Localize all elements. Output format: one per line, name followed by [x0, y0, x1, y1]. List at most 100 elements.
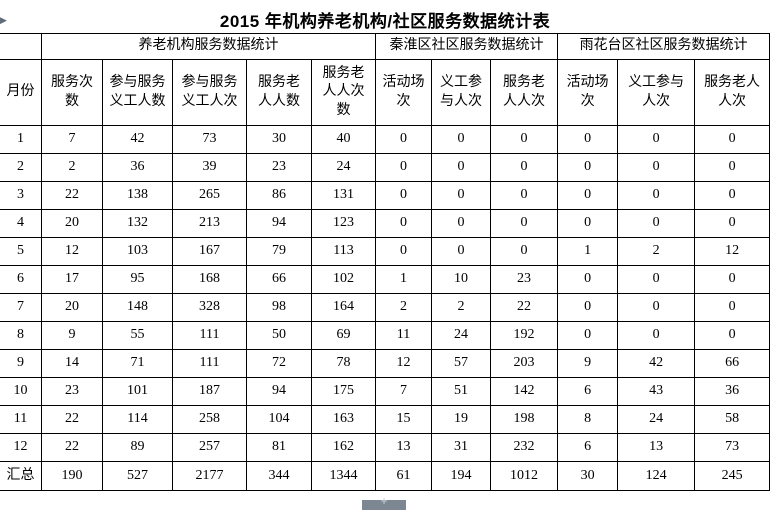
table-cell: 0: [694, 153, 770, 182]
table-row: 4 20 132 213 94 123 0 0 0 0 0 0: [0, 209, 770, 238]
table-cell: 0: [694, 125, 770, 154]
table-cell: 39: [172, 153, 247, 182]
table-row: 9 14 71 111 72 78 12 57 203 9 42 66: [0, 349, 770, 378]
table-cell: 213: [172, 209, 247, 238]
table-cell: 0: [490, 209, 559, 238]
table-cell: 12: [0, 433, 42, 462]
table-cell: 7: [375, 377, 433, 406]
table-cell: 1: [375, 265, 433, 294]
column-header-row: 月份 服务次数 参与服务义工人数 参与服务义工人次 服务老人人数 服务老人人次数…: [0, 59, 770, 126]
table-cell: 232: [490, 433, 559, 462]
column-header: 服务老人人数: [246, 59, 312, 126]
table-cell: 0: [431, 237, 492, 266]
table-cell: 73: [694, 433, 770, 462]
table-cell: 190: [41, 461, 103, 491]
table-cell: 0: [694, 181, 770, 210]
table-cell: 6: [0, 265, 42, 294]
table-cell: 98: [246, 293, 312, 322]
table-cell: 9: [41, 321, 103, 350]
table-cell: 0: [617, 209, 696, 238]
group-header-yuhuatai: 雨花台区社区服务数据统计: [557, 33, 770, 60]
table-cell: 11: [0, 405, 42, 434]
table-cell: 0: [617, 265, 696, 294]
table-cell: 19: [431, 405, 492, 434]
table-cell: 124: [617, 461, 696, 491]
table-cell: 198: [490, 405, 559, 434]
table-row: 10 23 101 187 94 175 7 51 142 6 43 36: [0, 377, 770, 406]
table-cell: 0: [557, 321, 619, 350]
table-cell: 162: [310, 433, 377, 462]
table-cell: 12: [41, 237, 103, 266]
table-cell: 0: [490, 153, 559, 182]
column-header: 参与服务义工人数: [102, 59, 173, 126]
table-cell: 0: [557, 265, 619, 294]
table-cell: 0: [617, 125, 696, 154]
table-cell: 23: [41, 377, 103, 406]
table-cell: 0: [375, 181, 433, 210]
table-cell: 66: [246, 265, 312, 294]
table-cell: 0: [694, 209, 770, 238]
table-row: 11 22 114 258 104 163 15 19 198 8 24 58: [0, 405, 770, 434]
scroll-handle[interactable]: +: [362, 498, 406, 510]
table-cell: 192: [490, 321, 559, 350]
table-cell: 9: [0, 349, 42, 378]
table-cell: 2: [41, 153, 103, 182]
table-cell: 15: [375, 405, 433, 434]
table-row: 8 9 55 111 50 69 11 24 192 0 0 0: [0, 321, 770, 350]
table-cell: 0: [375, 125, 433, 154]
table-cell: 8: [557, 405, 619, 434]
table-cell: 6: [557, 377, 619, 406]
table-cell: 24: [431, 321, 492, 350]
table-cell: 1012: [490, 461, 559, 491]
table-row: 1 7 42 73 30 40 0 0 0 0 0 0: [0, 125, 770, 154]
column-header: 义工参与人次: [617, 59, 696, 126]
total-row: 汇总 190 527 2177 344 1344 61 194 1012 30 124 245: [0, 461, 770, 491]
corner-cell: [0, 33, 42, 60]
table-cell: 0: [557, 293, 619, 322]
table-cell: 0: [694, 321, 770, 350]
column-header: 服务次数: [41, 59, 103, 126]
table-cell: 57: [431, 349, 492, 378]
table-cell: 187: [172, 377, 247, 406]
table-cell: 111: [172, 321, 247, 350]
table-row: 5 12 103 167 79 113 0 0 0 1 2 12: [0, 237, 770, 266]
table-cell: 175: [310, 377, 377, 406]
cursor-arrow-icon: ▶: [0, 16, 7, 26]
table-cell: 23: [490, 265, 559, 294]
table-cell: 13: [375, 433, 433, 462]
table-cell: 3: [0, 181, 42, 210]
table-cell: 58: [694, 405, 770, 434]
table-cell: 31: [431, 433, 492, 462]
table-cell: 89: [102, 433, 173, 462]
table-cell: 78: [310, 349, 377, 378]
table-cell: 344: [246, 461, 312, 491]
table-cell: 0: [431, 125, 492, 154]
table-cell: 71: [102, 349, 173, 378]
table-cell: 2: [617, 237, 696, 266]
column-header: 服务老人人次: [694, 59, 770, 126]
table-cell: 7: [41, 125, 103, 154]
table-cell: 0: [431, 209, 492, 238]
table-cell: 9: [557, 349, 619, 378]
table-cell: 258: [172, 405, 247, 434]
table-cell: 257: [172, 433, 247, 462]
table-cell: 12: [694, 237, 770, 266]
table-cell: 2: [375, 293, 433, 322]
table-cell: 69: [310, 321, 377, 350]
group-header-institution: 养老机构服务数据统计: [40, 33, 377, 60]
table-cell: 5: [0, 237, 42, 266]
table-cell: 0: [375, 153, 433, 182]
table-cell: 1344: [310, 461, 377, 491]
table-cell: 103: [102, 237, 173, 266]
column-header-month: 月份: [0, 59, 42, 126]
table-cell: 20: [41, 209, 103, 238]
table-cell: 2: [0, 153, 42, 182]
table-cell: 102: [310, 265, 377, 294]
table-cell: 66: [694, 349, 770, 378]
table-cell: 104: [246, 405, 312, 434]
table-cell: 0: [557, 209, 619, 238]
table-cell: 0: [617, 153, 696, 182]
table-cell: 22: [41, 405, 103, 434]
table-cell: 2: [431, 293, 492, 322]
table-cell: 163: [310, 405, 377, 434]
